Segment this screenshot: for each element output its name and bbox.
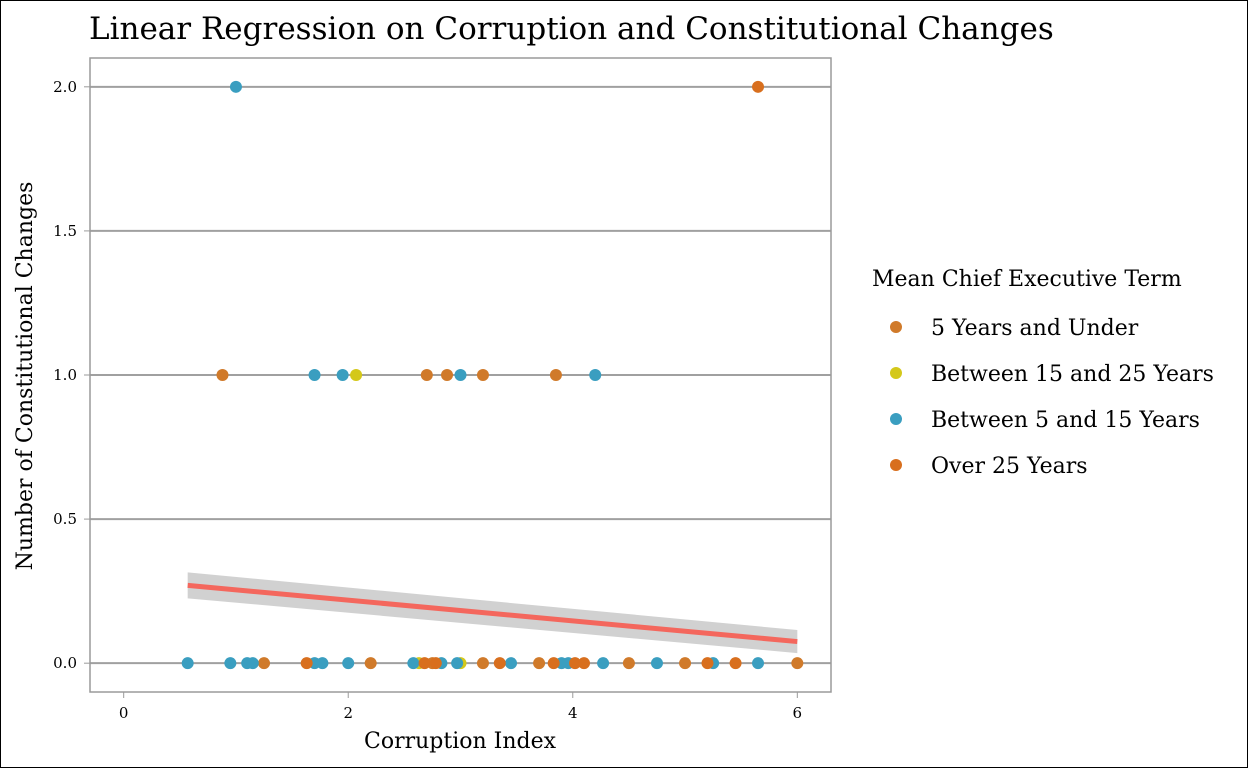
x-tick-label: 4 xyxy=(568,704,578,722)
data-point xyxy=(569,657,582,670)
data-point xyxy=(429,657,442,670)
regression-line xyxy=(187,582,798,645)
data-point xyxy=(701,657,714,670)
x-tick-label: 0 xyxy=(119,704,129,722)
points-layer xyxy=(181,80,804,670)
data-point xyxy=(441,369,454,381)
data-point xyxy=(258,657,271,670)
legend-swatch xyxy=(890,413,902,425)
legend-item: Between 5 and 15 Years xyxy=(890,408,1200,433)
data-point xyxy=(476,657,489,670)
legend-label: Between 15 and 25 Years xyxy=(931,362,1214,387)
legend-swatch xyxy=(890,459,902,471)
data-point xyxy=(407,657,420,670)
chart-title: Linear Regression on Corruption and Cons… xyxy=(89,11,1054,47)
legend-label: Over 25 Years xyxy=(931,454,1088,479)
data-point xyxy=(597,657,610,670)
data-point xyxy=(791,657,804,670)
regression-layer xyxy=(187,582,798,645)
x-axis-title: Corruption Index xyxy=(364,729,557,754)
y-tick-layer: 0.0 0.5 1.0 1.5 2.0 xyxy=(53,78,90,672)
data-point xyxy=(547,657,560,670)
data-point xyxy=(454,369,467,381)
x-tick-layer: 0 2 4 6 xyxy=(119,692,802,722)
y-tick-label: 1.5 xyxy=(53,222,77,240)
data-point xyxy=(549,369,562,381)
data-point xyxy=(589,369,602,381)
data-point xyxy=(342,657,355,670)
data-point xyxy=(533,657,546,670)
legend: 5 Years and Under Between 15 and 25 Years… xyxy=(890,316,1214,479)
data-point xyxy=(493,657,506,670)
data-point xyxy=(752,80,765,93)
data-point xyxy=(418,657,431,670)
data-point xyxy=(729,657,742,670)
data-point xyxy=(229,80,242,93)
data-point xyxy=(224,657,237,670)
data-point xyxy=(364,657,377,670)
y-tick-label: 0.0 xyxy=(53,654,77,672)
legend-item: 5 Years and Under xyxy=(890,316,1139,341)
legend-label: 5 Years and Under xyxy=(931,316,1139,341)
data-point xyxy=(679,657,692,670)
data-point xyxy=(216,369,229,381)
data-point xyxy=(451,657,464,670)
legend-swatch xyxy=(890,321,902,333)
data-point xyxy=(336,369,349,381)
data-point xyxy=(308,369,321,381)
data-point xyxy=(181,657,194,670)
data-point xyxy=(505,657,518,670)
data-point xyxy=(476,369,489,381)
data-point xyxy=(622,657,635,670)
legend-item: Between 15 and 25 Years xyxy=(890,362,1214,387)
data-point xyxy=(350,369,363,381)
legend-item: Over 25 Years xyxy=(890,454,1088,479)
data-point xyxy=(752,657,765,670)
data-point xyxy=(300,657,313,670)
y-axis-title: Number of Constitutional Changes xyxy=(13,182,38,571)
y-tick-label: 0.5 xyxy=(53,510,77,528)
data-point xyxy=(650,657,663,670)
legend-label: Between 5 and 15 Years xyxy=(931,408,1200,433)
x-tick-label: 2 xyxy=(343,704,353,722)
legend-title: Mean Chief Executive Term xyxy=(872,267,1182,292)
data-point xyxy=(420,369,433,381)
x-tick-label: 6 xyxy=(793,704,803,722)
y-tick-label: 1.0 xyxy=(53,366,77,384)
data-point xyxy=(246,657,259,670)
legend-swatch xyxy=(890,367,902,379)
y-tick-label: 2.0 xyxy=(53,78,77,96)
data-point xyxy=(316,657,329,670)
data-point xyxy=(578,657,590,670)
